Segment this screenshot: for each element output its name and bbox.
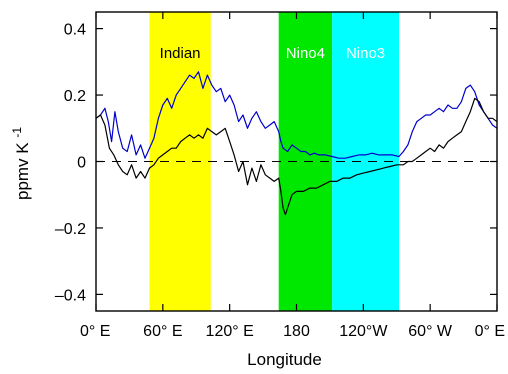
y-tick-label: 0.4 bbox=[64, 22, 86, 39]
x-tick-label: 180 bbox=[283, 323, 310, 340]
series-line-2 bbox=[95, 97, 498, 216]
x-tick-label: 60° W bbox=[408, 323, 453, 340]
series-line-1 bbox=[95, 71, 498, 159]
x-tick-label: 60° E bbox=[143, 323, 182, 340]
y-axis-label-exponent: -1 bbox=[10, 127, 24, 138]
y-axis-label: ppmv K -1 bbox=[10, 127, 32, 200]
x-tick-label: 120° E bbox=[206, 323, 254, 340]
region-label-nino4: Nino4 bbox=[286, 45, 325, 62]
x-tick-label: 0° E bbox=[475, 323, 505, 340]
y-tick-label: 0.2 bbox=[64, 88, 86, 105]
x-tick-label: 120°W bbox=[339, 323, 388, 340]
y-tick-label: 0 bbox=[77, 155, 86, 172]
data-series bbox=[95, 71, 498, 216]
x-tick-label: 0° E bbox=[80, 323, 110, 340]
y-axis-label-text: ppmv K bbox=[13, 142, 32, 200]
y-tick-label: –0.4 bbox=[55, 287, 86, 304]
y-axis-ticks: –0.4 –0.2 0 0.2 0.4 bbox=[55, 22, 497, 304]
region-label-indian: Indian bbox=[160, 45, 201, 62]
x-axis-label: Longitude bbox=[247, 350, 322, 369]
y-tick-label: –0.2 bbox=[55, 221, 86, 238]
region-label-nino3: Nino3 bbox=[346, 45, 385, 62]
x-axis-ticks: 0° E 60° E 120° E 180 120°W 60° W 0° E bbox=[80, 12, 505, 340]
